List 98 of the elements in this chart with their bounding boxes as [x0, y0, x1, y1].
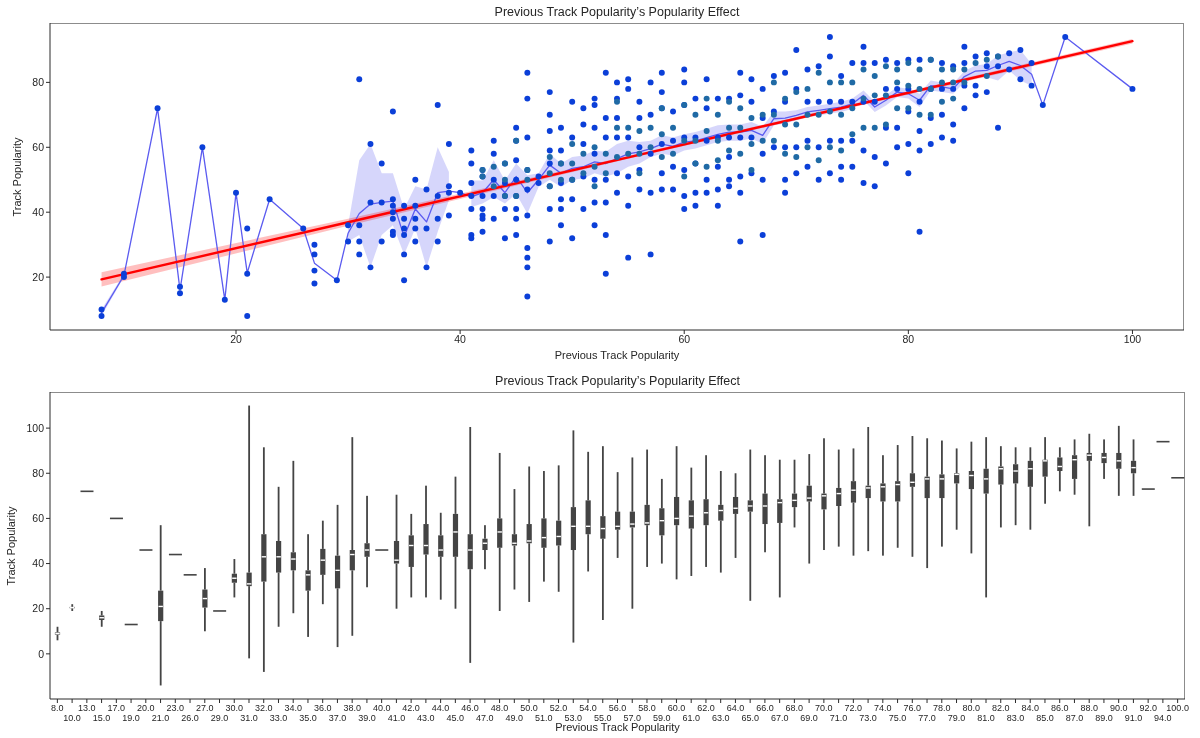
x-tick-label: 77.0: [918, 712, 936, 723]
x-tick-label: 13.0: [78, 703, 96, 714]
x-tick-label: 62.0: [697, 703, 715, 714]
x-tick-label: 50.0: [520, 703, 538, 714]
x-tick-label: 88.0: [1080, 703, 1098, 714]
x-tick-label: 46.0: [461, 703, 479, 714]
x-tick-label: 58.0: [638, 703, 656, 714]
x-tick-label: 47.0: [476, 712, 494, 723]
x-axis-title: Previous Track Popularity: [554, 348, 680, 362]
x-tick-label: 70.0: [815, 703, 833, 714]
x-tick-label: 27.0: [196, 703, 214, 714]
x-tick-label: 23.0: [166, 703, 185, 714]
x-tick-label: 79.0: [947, 712, 966, 723]
x-tick-label: 63.0: [711, 712, 730, 723]
x-tick-label: 82.0: [991, 703, 1010, 714]
x-tick-label: 53.0: [564, 712, 583, 723]
x-tick-label: 56.0: [608, 703, 627, 714]
x-tick-label: 45.0: [446, 712, 465, 723]
x-tick-label: 65.0: [741, 712, 759, 723]
x-tick-label: 44.0: [431, 703, 450, 714]
x-tick-label: 37.0: [328, 712, 347, 723]
x-tick-label: 92.0: [1139, 703, 1157, 714]
x-tick-label: 60.0: [667, 703, 686, 714]
x-tick-label: 33.0: [269, 712, 288, 723]
x-tick-label: 100: [1123, 333, 1142, 346]
x-tick-label: 31.0: [240, 712, 258, 723]
x-tick-label: 35.0: [299, 712, 317, 723]
x-tick-label: 76.0: [903, 703, 922, 714]
x-tick-label: 55.0: [593, 712, 612, 723]
x-tick-label: 8.0: [51, 703, 64, 714]
x-tick-label: 54.0: [579, 703, 597, 714]
x-tick-label: 17.0: [107, 703, 126, 714]
x-tick-label: 10.0: [63, 712, 81, 723]
x-tick-label: 75.0: [888, 712, 907, 723]
x-tick-label: 66.0: [756, 703, 774, 714]
x-tick-label: 42.0: [402, 703, 420, 714]
x-tick-label: 21.0: [151, 712, 170, 723]
x-tick-label: 57.0: [623, 712, 642, 723]
x-tick-label: 68.0: [785, 703, 804, 714]
x-tick-label: 20.0: [137, 703, 155, 714]
x-tick-label: 19.0: [122, 712, 140, 723]
x-tick-label: 89.0: [1095, 712, 1113, 723]
x-tick-label: 51.0: [535, 712, 553, 723]
x-tick-label: 49.0: [505, 712, 524, 723]
x-tick-label: 52.0: [549, 703, 568, 714]
x-tick-label: 67.0: [770, 712, 789, 723]
x-tick-label: 80: [902, 333, 915, 346]
x-tick-label: 48.0: [490, 703, 509, 714]
x-tick-label: 34.0: [284, 703, 302, 714]
x-tick-label: 73.0: [859, 712, 877, 723]
y-axis-title: Track Popularity: [10, 136, 24, 217]
x-tick-label: 78.0: [933, 703, 951, 714]
x-tick-label: 61.0: [682, 712, 700, 723]
x-tick-label: 87.0: [1065, 712, 1084, 723]
y-tick-label: 80: [32, 76, 45, 89]
x-tick-label: 39.0: [358, 712, 376, 723]
x-tick-label: 80.0: [962, 703, 981, 714]
x-tick-label: 72.0: [844, 703, 863, 714]
chart-title: Previous Track Popularity’s Popularity Effect: [495, 373, 740, 389]
x-tick-label: 41.0: [387, 712, 406, 723]
x-tick-label: 15.0: [92, 712, 111, 723]
x-tick-label: 86.0: [1050, 703, 1069, 714]
x-tick-label: 69.0: [800, 712, 818, 723]
x-tick-label: 26.0: [181, 712, 199, 723]
x-tick-label: 83.0: [1006, 712, 1025, 723]
y-tick-label: 20: [32, 270, 45, 283]
x-tick-label: 90.0: [1109, 703, 1128, 714]
y-tick-label: 20: [32, 602, 45, 615]
x-tick-label: 20: [230, 333, 243, 346]
y-tick-label: 100: [26, 421, 45, 434]
y-tick-label: 60: [32, 141, 45, 154]
x-axis-title: Previous Track Popularity: [555, 720, 680, 734]
x-tick-label: 94.0: [1154, 712, 1172, 723]
x-tick-label: 38.0: [343, 703, 361, 714]
y-tick-label: 40: [32, 557, 45, 570]
y-tick-label: 40: [32, 205, 45, 218]
x-tick-label: 100.0: [1166, 703, 1189, 714]
x-tick-label: 29.0: [210, 712, 229, 723]
x-tick-label: 84.0: [1021, 703, 1039, 714]
y-axis-title: Track Popularity: [4, 505, 18, 586]
x-tick-label: 59.0: [652, 712, 671, 723]
y-tick-label: 0: [38, 647, 45, 660]
x-tick-label: 91.0: [1124, 712, 1143, 723]
x-tick-label: 74.0: [874, 703, 892, 714]
y-tick-label: 60: [32, 512, 45, 525]
x-tick-label: 36.0: [313, 703, 332, 714]
x-tick-label: 43.0: [417, 712, 435, 723]
x-tick-label: 30.0: [225, 703, 244, 714]
x-tick-label: 81.0: [977, 712, 995, 723]
x-tick-label: 71.0: [829, 712, 848, 723]
x-tick-label: 60: [678, 333, 691, 346]
x-tick-label: 40.0: [372, 703, 391, 714]
x-tick-label: 32.0: [254, 703, 273, 714]
chart-title: Previous Track Popularity’s Popularity Effect: [494, 4, 740, 20]
y-tick-label: 80: [32, 466, 45, 479]
x-tick-label: 40: [454, 333, 467, 346]
x-tick-label: 64.0: [726, 703, 745, 714]
x-tick-label: 85.0: [1036, 712, 1054, 723]
